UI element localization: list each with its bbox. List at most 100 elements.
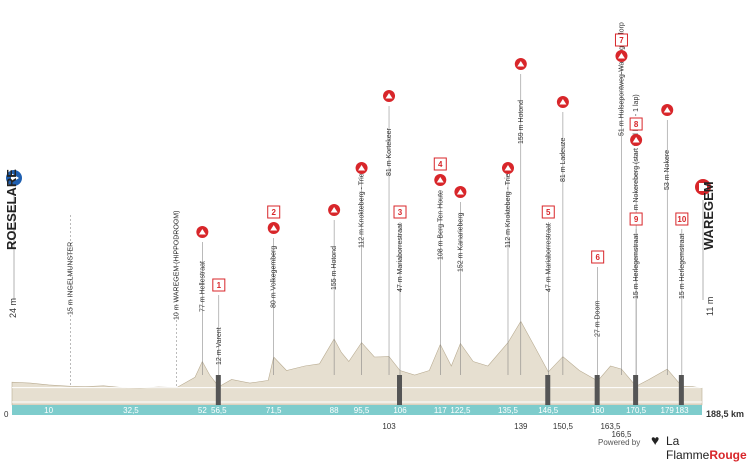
cobble-number-badge: 3 bbox=[393, 205, 407, 219]
cobble-sector-bar bbox=[633, 375, 639, 405]
km-tick-label-below: 166,5 bbox=[611, 430, 632, 439]
cobble-number-badge: 10 bbox=[675, 212, 689, 226]
sector-label: 15 m INGELMUNSTER bbox=[68, 242, 75, 315]
km-tick-label: 160 bbox=[591, 406, 605, 415]
km-tick-label: 117 bbox=[434, 406, 447, 415]
km-tick-label-below: 103 bbox=[382, 422, 396, 431]
climb-label: 53 m Nokereberg (start final loop - 1 la… bbox=[633, 94, 640, 220]
km-tick-label: 52 bbox=[198, 406, 207, 415]
climb-label: 81 m Kortekeer bbox=[386, 127, 393, 176]
climb-marker-icon bbox=[383, 90, 396, 102]
cobble-sector-bar bbox=[215, 375, 221, 405]
cobble-sector-bar bbox=[397, 375, 403, 405]
cobble-label: 47 m Mariaborrestraat bbox=[545, 223, 552, 292]
km-tick-label: 56,5 bbox=[211, 406, 227, 415]
brand-logo-icon: ♥ bbox=[651, 432, 660, 448]
climb-number-badge: 2 bbox=[267, 205, 281, 219]
cobble-number-badge: 1 bbox=[212, 278, 226, 292]
climb-number-badge: 4 bbox=[433, 157, 447, 171]
km-tick-label: 88 bbox=[330, 406, 339, 415]
climb-marker-icon bbox=[661, 104, 674, 116]
brand-name-part2: Rouge bbox=[709, 448, 747, 462]
climb-number-badge: 8 bbox=[629, 117, 643, 131]
km-zero-label: 0 bbox=[4, 410, 9, 419]
climb-label: 80 m Volkegemberg bbox=[271, 246, 278, 308]
climb-marker-icon bbox=[454, 186, 467, 198]
climb-marker-icon bbox=[434, 174, 447, 186]
climb-number: 2 bbox=[271, 208, 276, 217]
climb-marker-icon bbox=[267, 222, 280, 234]
km-tick-label: 71,5 bbox=[266, 406, 282, 415]
climb-number-badge: 7 bbox=[614, 33, 628, 47]
cobble-number: 6 bbox=[595, 253, 600, 262]
climb-label: 155 m Hotond bbox=[331, 246, 338, 290]
km-tick-label: 122,5 bbox=[450, 406, 471, 415]
climb-marker-icon bbox=[615, 50, 628, 62]
climb-marker-icon bbox=[514, 58, 527, 70]
cobble-number: 3 bbox=[398, 208, 403, 217]
cobble-number-badge: 5 bbox=[541, 205, 555, 219]
brand-name: La FlammeRouge bbox=[666, 434, 750, 462]
cobble-number: 1 bbox=[217, 281, 222, 290]
finish-flag-icon bbox=[695, 179, 711, 195]
climb-marker-icon bbox=[501, 162, 514, 174]
leader-lines-layer bbox=[13, 66, 704, 387]
climb-label: 81 m Ladeuze bbox=[560, 138, 567, 182]
cobble-number: 10 bbox=[677, 215, 686, 224]
climb-label: 108 m Berg Ten Houte bbox=[437, 190, 444, 260]
markers-layer: 2 4 7 8 1 3 5 6 9 10 bbox=[6, 33, 711, 292]
climb-label: 152 m Kanarieberg bbox=[457, 212, 464, 272]
climb-marker-icon bbox=[196, 226, 209, 238]
profile-layer bbox=[11, 320, 703, 406]
climb-label: 51 m Hulsepontweg-Wannegemdorp bbox=[618, 22, 625, 136]
km-tick-label: 179 bbox=[661, 406, 675, 415]
km-tick-label: 146,5 bbox=[538, 406, 559, 415]
start-marker-icon bbox=[6, 170, 22, 186]
labels-layer: 15 m INGELMUNSTER 10 m WAREGEM (HIPPODROO… bbox=[68, 22, 686, 365]
climb-marker-icon bbox=[355, 162, 368, 174]
cobble-label: 15 m Herlegemstraat bbox=[679, 234, 686, 299]
km-tick-label: 170,5 bbox=[626, 406, 647, 415]
km-tick-label: 135,5 bbox=[498, 406, 519, 415]
climb-label: 53 m Nokere bbox=[664, 150, 671, 190]
km-tick-label-below: 139 bbox=[514, 422, 528, 431]
cobble-number-badge: 6 bbox=[591, 250, 605, 264]
cobble-number: 5 bbox=[546, 208, 551, 217]
km-band-layer: 10 32,5 52 56,5 71,5 88 95,5 106 117 122,5 135,5 14… bbox=[12, 405, 702, 439]
cobble-number-badge: 9 bbox=[629, 212, 643, 226]
climb-marker-icon bbox=[328, 204, 341, 216]
finish-city: WAREGEM bbox=[701, 181, 716, 250]
cobble-label: 12 m Varent bbox=[216, 327, 223, 365]
km-band bbox=[12, 405, 702, 415]
cobble-sector-bar bbox=[545, 375, 551, 405]
sector-label: 10 m WAREGEM (HIPPODROOM) bbox=[174, 211, 181, 320]
climb-label: 112 m Knokteberg - Trieu bbox=[505, 169, 512, 248]
total-distance-label: 188,5 km bbox=[706, 409, 744, 419]
climb-number: 7 bbox=[619, 36, 624, 45]
km-tick-label: 32,5 bbox=[123, 406, 139, 415]
powered-by-text: Powered by bbox=[598, 438, 641, 447]
km-tick-label: 106 bbox=[393, 406, 407, 415]
cobble-label: 15 m Herlegemstraat bbox=[633, 234, 640, 299]
start-altitude: 24 m bbox=[8, 298, 18, 318]
finish-altitude: 11 m bbox=[705, 297, 715, 316]
climb-marker-icon bbox=[556, 96, 569, 108]
climb-number: 4 bbox=[438, 160, 443, 169]
climb-label: 159 m Hotond bbox=[518, 100, 525, 144]
climb-label: 112 m Knokteberg - Trieu bbox=[359, 169, 366, 248]
start-city: ROESELARE bbox=[4, 169, 19, 250]
km-tick-label-below: 150,5 bbox=[553, 422, 574, 431]
cobble-label: 47 m Mariaborrestraat bbox=[397, 223, 404, 292]
km-tick-label: 10 bbox=[44, 406, 53, 415]
cobble-label: 27 m Doorn bbox=[595, 300, 602, 337]
km-tick-label: 183 bbox=[675, 406, 689, 415]
cobble-number: 9 bbox=[634, 215, 639, 224]
cobble-sector-bar bbox=[678, 375, 684, 405]
cobble-sector-bar bbox=[594, 375, 600, 405]
brand-name-part1: La Flamme bbox=[666, 434, 710, 462]
climb-label: 77 m Hellestraat bbox=[199, 261, 206, 312]
km-tick-label: 95,5 bbox=[354, 406, 370, 415]
climb-number: 8 bbox=[634, 120, 639, 129]
